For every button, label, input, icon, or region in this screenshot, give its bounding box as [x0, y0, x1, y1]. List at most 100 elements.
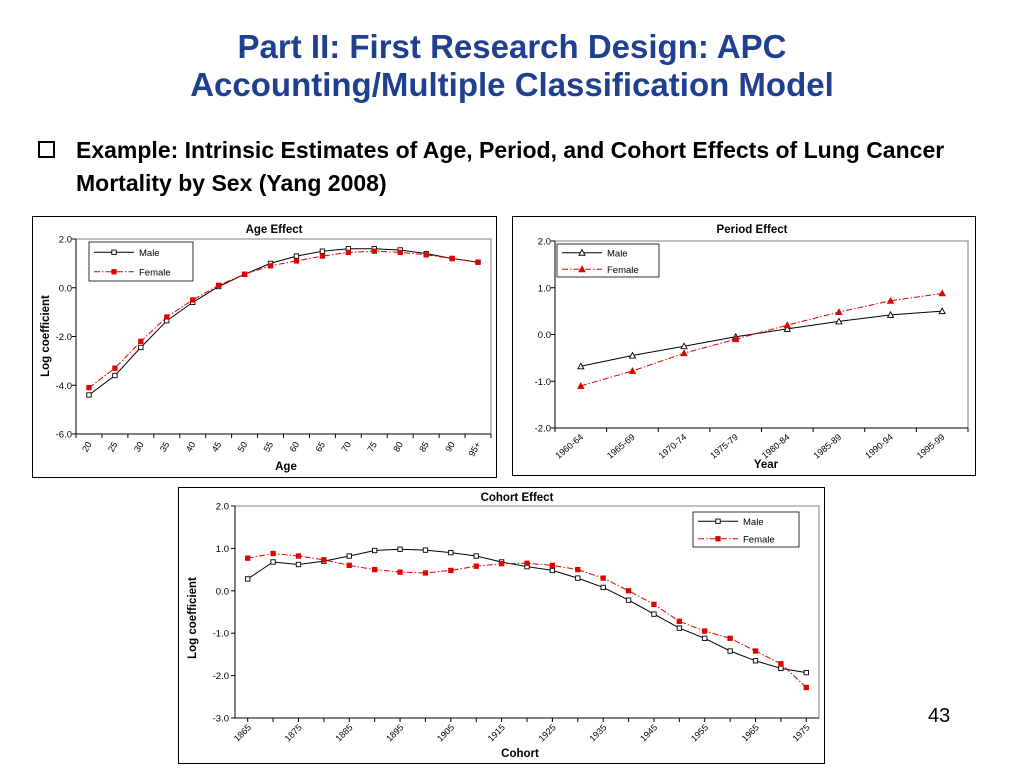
cohort-y-axis-label: Log coefficient [187, 577, 199, 659]
period-female-point [835, 308, 843, 316]
cohort-female-point [422, 570, 429, 576]
cohort-female-line [247, 552, 807, 688]
age-x-tick-label: 35 [158, 440, 172, 454]
period-female-point [628, 367, 637, 374]
cohort-male-point [676, 625, 682, 631]
period-x-tick-label: 1990-94 [863, 432, 895, 461]
period-legend-label-male: Male [607, 248, 628, 259]
period-female-point [680, 349, 688, 357]
cohort-male-point [702, 635, 708, 641]
cohort-female-point [676, 618, 682, 624]
cohort-x-axis-label: Cohort [501, 748, 539, 760]
cohort-legend-label-female: Female [743, 534, 775, 545]
age-y-tick-label: 2.0 [59, 235, 72, 246]
cohort-female-point [727, 635, 733, 641]
cohort-female-point [295, 553, 302, 559]
cohort-x-tick-label: 1865 [232, 722, 253, 743]
cohort-female-point [752, 648, 759, 654]
period-x-tick-label: 1985-89 [811, 432, 843, 461]
age-effect-chart-frame: Age Effect 2.0 0.0 -2.0 -4.0 -6.0 20 25 30 35 40 45… [32, 216, 497, 478]
age-male-point [86, 392, 92, 398]
cohort-y-tick-label: -3.0 [213, 714, 229, 725]
cohort-male-point [448, 549, 454, 556]
period-legend-marker-male [578, 248, 586, 256]
period-male-point [835, 317, 843, 325]
age-female-point [138, 338, 144, 345]
period-series-male [577, 307, 946, 370]
slide-title: Part II: First Research Design: APC Acco… [0, 28, 1024, 104]
cohort-female-point [397, 569, 403, 575]
period-female-point [938, 289, 946, 297]
age-female-point [475, 259, 481, 265]
cohort-female-point [372, 566, 378, 573]
slide-title-line-2: Accounting/Multiple Classification Model [190, 66, 834, 103]
period-legend: Male Female [556, 243, 660, 278]
cohort-y-tick-label: 0.0 [216, 586, 229, 597]
age-female-point [190, 297, 196, 303]
period-effect-chart-frame: Period Effect 2.0 1.0 0.0 -1.0 -2.0 1960-64 196… [512, 216, 976, 476]
period-y-tick-label: 0.0 [538, 330, 551, 341]
age-x-tick-label: 70 [339, 440, 353, 454]
cohort-male-point [422, 547, 429, 553]
age-effect-chart: Age Effect 2.0 0.0 -2.0 -4.0 -6.0 20 25 30 35 40 45… [40, 224, 492, 473]
cohort-male-point [549, 567, 556, 574]
bullet-item: Example: Intrinsic Estimates of Age, Per… [38, 134, 998, 200]
age-male-point [112, 372, 118, 379]
age-x-axis-label: Age [275, 461, 297, 473]
cohort-male-point [473, 553, 479, 559]
age-female-point [267, 263, 274, 269]
cohort-male-point [397, 546, 403, 552]
period-x-tick-label: 1995-99 [915, 432, 947, 461]
age-x-tick-label: 85 [417, 440, 431, 454]
age-x-tick-label: 80 [391, 440, 405, 454]
period-male-point [783, 324, 792, 332]
age-female-point [164, 314, 170, 320]
cohort-female-point [803, 684, 809, 691]
age-female-point [216, 282, 222, 288]
period-male-line [580, 310, 943, 367]
cohort-y-tick-label: -2.0 [213, 671, 229, 682]
age-x-tick-label: 75 [365, 440, 379, 454]
period-chart-title: Period Effect [717, 224, 788, 236]
cohort-series-male [245, 546, 809, 676]
age-female-point [397, 249, 403, 256]
cohort-male-point [346, 553, 352, 559]
age-female-line [88, 250, 479, 389]
cohort-female-point [575, 566, 581, 573]
period-female-point [886, 296, 895, 304]
period-x-tick-label: 1965-69 [605, 432, 637, 461]
cohort-x-tick-label: 1965 [740, 722, 761, 743]
age-legend-label-male: Male [139, 248, 160, 259]
bullet-text: Example: Intrinsic Estimates of Age, Per… [76, 137, 945, 196]
period-y-tick-label: -2.0 [535, 424, 551, 435]
cohort-female-point [600, 575, 606, 581]
age-male-point [319, 248, 326, 254]
age-male-point [138, 344, 144, 351]
age-x-tick-label: 50 [236, 440, 250, 454]
age-series-female [86, 248, 481, 391]
age-legend-box [88, 241, 194, 282]
cohort-male-point [372, 547, 378, 554]
period-female-point [783, 321, 792, 329]
age-y-tick-label: -4.0 [56, 381, 72, 392]
checkbox-bullet-icon [38, 141, 55, 158]
cohort-x-tick-label: 1885 [333, 722, 354, 743]
period-male-point [680, 342, 688, 350]
cohort-female-point [473, 563, 479, 569]
cohort-x-tick-label: 1875 [283, 722, 304, 743]
cohort-female-point [448, 567, 454, 574]
cohort-legend-marker-male [715, 518, 721, 524]
cohort-x-tick-label: 1955 [689, 722, 710, 743]
age-legend-marker-male [111, 249, 117, 255]
age-y-tick-label: -6.0 [56, 430, 72, 441]
cohort-legend: Male Female [692, 511, 800, 548]
cohort-male-point [270, 559, 276, 565]
age-male-line [88, 248, 479, 396]
age-female-point [319, 253, 326, 259]
period-x-tick-label: 1975-79 [708, 432, 740, 461]
period-series-female [577, 289, 946, 389]
age-y-axis-label: Log coefficient [40, 295, 52, 377]
cohort-female-point [625, 588, 632, 594]
age-female-point [241, 271, 248, 277]
